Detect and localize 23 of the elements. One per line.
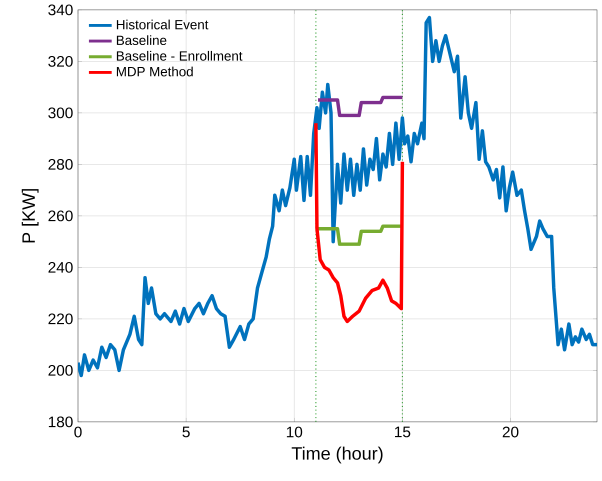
y-tick-label: 180 — [48, 416, 73, 428]
x-tick-label: 5 — [182, 426, 190, 438]
legend-label: Baseline — [116, 35, 166, 46]
x-tick-label: 10 — [286, 426, 302, 438]
y-tick-label: 320 — [48, 56, 73, 67]
x-tick-label: 15 — [395, 426, 410, 438]
y-axis-title: P [KW] — [22, 189, 39, 242]
y-tick-label: 240 — [48, 262, 73, 273]
legend-label: Historical Event — [116, 20, 208, 30]
legend-label: Baseline - Enrollment — [116, 50, 242, 61]
legend-label: MDP Method — [116, 66, 193, 76]
line-series — [314, 122, 404, 324]
line-series — [78, 16, 598, 378]
x-axis-title: Time (hour) — [292, 446, 383, 464]
x-tick-label: 0 — [74, 426, 82, 438]
y-tick-label: 340 — [48, 4, 73, 16]
y-tick-label: 200 — [48, 365, 73, 376]
y-tick-label: 260 — [48, 210, 73, 222]
x-tick-label: 20 — [502, 426, 518, 438]
y-tick-label: 220 — [48, 314, 73, 324]
y-tick-label: 300 — [48, 108, 73, 118]
y-tick-label: 280 — [48, 159, 73, 170]
line-series — [316, 96, 404, 118]
